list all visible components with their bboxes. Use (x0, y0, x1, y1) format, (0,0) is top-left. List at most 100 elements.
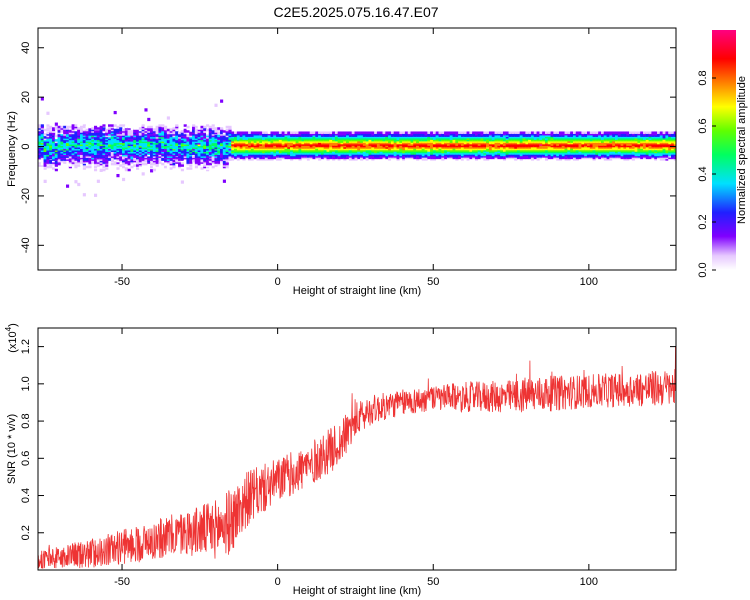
spectrogram-cell (486, 149, 490, 152)
spectrogram-cell (186, 125, 190, 129)
spectrogram-cell (68, 165, 72, 169)
spectrogram-cell (455, 138, 459, 142)
spectrogram-cell (141, 128, 145, 132)
spectrogram-cell (284, 134, 288, 137)
spectrogram-cell (326, 135, 330, 139)
spectrogram-cell (172, 133, 176, 136)
spectrogram-cell (147, 127, 151, 130)
spectrogram-cell (77, 131, 81, 135)
spectrogram-cell (150, 158, 154, 161)
spectrogram-cell (486, 137, 490, 140)
spectrogram-cell (396, 149, 400, 152)
spectrogram-cell (74, 165, 78, 169)
spectrogram-cell (502, 140, 507, 143)
spectrogram-cell (245, 143, 249, 146)
spectrogram-cell (206, 133, 210, 136)
spectrogram-cell (164, 156, 168, 160)
spectrogram-cell (407, 131, 411, 134)
spectrogram-cell (245, 153, 249, 157)
spectrogram-cell (502, 137, 507, 140)
spectrogram-cell (561, 152, 565, 155)
spectrogram-cell (575, 158, 579, 161)
spectrogram-cell (399, 132, 403, 136)
spectrogram-cell (466, 137, 470, 140)
spectrogram-cell (629, 156, 633, 160)
spectrogram-cell (208, 137, 212, 141)
spectrogram-cell (466, 141, 470, 145)
spectrogram-cell (124, 167, 128, 170)
spectrogram-cell (49, 136, 53, 139)
spectrogram-cell (222, 153, 226, 157)
spectrogram-cell (211, 127, 215, 130)
spectrogram-cell (203, 127, 207, 130)
spectrogram-cell (52, 127, 56, 130)
spectrogram-cell (494, 144, 498, 148)
spectrogram-cell (239, 156, 243, 160)
snr-xtick-label: -50 (114, 576, 130, 588)
spectrogram-cell (155, 128, 159, 132)
spectrogram-cell (122, 161, 126, 164)
spectrogram-cell (85, 155, 89, 158)
spectrogram-cell (516, 152, 521, 155)
spectrogram-cell (264, 150, 268, 154)
spectrogram-cell (60, 146, 64, 150)
spectrogram-cell (505, 143, 509, 146)
spectrogram-cell (40, 162, 44, 166)
spectrogram-cell (379, 132, 383, 136)
spectrogram-cell (645, 147, 649, 151)
spectrogram-cell (206, 164, 210, 167)
spectrogram-cell (315, 143, 319, 146)
spectrogram-cell (598, 131, 602, 134)
spectrogram-cell (161, 131, 165, 135)
spectrogram-cell (63, 149, 67, 152)
spectrogram-cell (264, 131, 268, 134)
spectrogram-cell (488, 147, 493, 151)
snr-scale-label: (x104) (4, 323, 19, 353)
spectrogram-cell (236, 134, 240, 137)
spectrogram-cell (662, 150, 666, 154)
spectrogram-cell (276, 158, 280, 161)
spectrogram-cell (657, 141, 661, 145)
spectrogram-cell (388, 135, 392, 139)
spectrogram-cell (96, 130, 100, 133)
spectrogram-cell (60, 133, 64, 136)
spectrogram-cell (539, 134, 543, 137)
spectrogram-cell (570, 150, 574, 154)
spectrogram-cell (80, 131, 84, 135)
spectrogram-cell (124, 156, 128, 160)
spectrogram-cell (362, 146, 367, 149)
spectrogram-cell (665, 149, 669, 152)
spectrogram-cell (136, 130, 140, 133)
spectrogram-cell (147, 156, 151, 160)
spectrogram-cell (388, 134, 392, 137)
spectrogram-cell (612, 153, 616, 157)
spectrogram-cell (166, 131, 170, 135)
spectrogram-cell (480, 140, 484, 143)
spectrogram-cell (270, 140, 274, 143)
spectrogram-cell (144, 142, 148, 145)
spectrogram-cell (673, 146, 676, 149)
spectrogram-cell (208, 134, 212, 138)
spectrogram-cell (584, 138, 588, 142)
spectrogram-cell (119, 130, 123, 133)
spectrogram-cell (262, 140, 266, 143)
spectrogram-cell (127, 162, 131, 166)
spectrogram-cell (113, 140, 117, 144)
spectrogram-cell (127, 131, 131, 135)
spectrogram-cell (351, 155, 355, 158)
spectrogram-cell (365, 143, 369, 146)
spectrogram-cell (368, 152, 372, 155)
spectrogram-cell (578, 143, 582, 146)
spectrogram-cell (231, 147, 235, 151)
spectrogram-cell (519, 138, 523, 142)
spectrogram-cell (600, 152, 605, 155)
spectrogram-cell (396, 131, 400, 134)
spectrogram-cell (175, 127, 179, 130)
spectrogram-cell (54, 153, 58, 157)
spectrogram-cell (60, 128, 64, 132)
spectrogram-cell (315, 132, 319, 136)
spectrogram-cell (673, 141, 676, 145)
spectrogram-cell (178, 150, 182, 154)
spectrogram-cell (108, 148, 112, 151)
spectrogram-cell (514, 140, 518, 143)
